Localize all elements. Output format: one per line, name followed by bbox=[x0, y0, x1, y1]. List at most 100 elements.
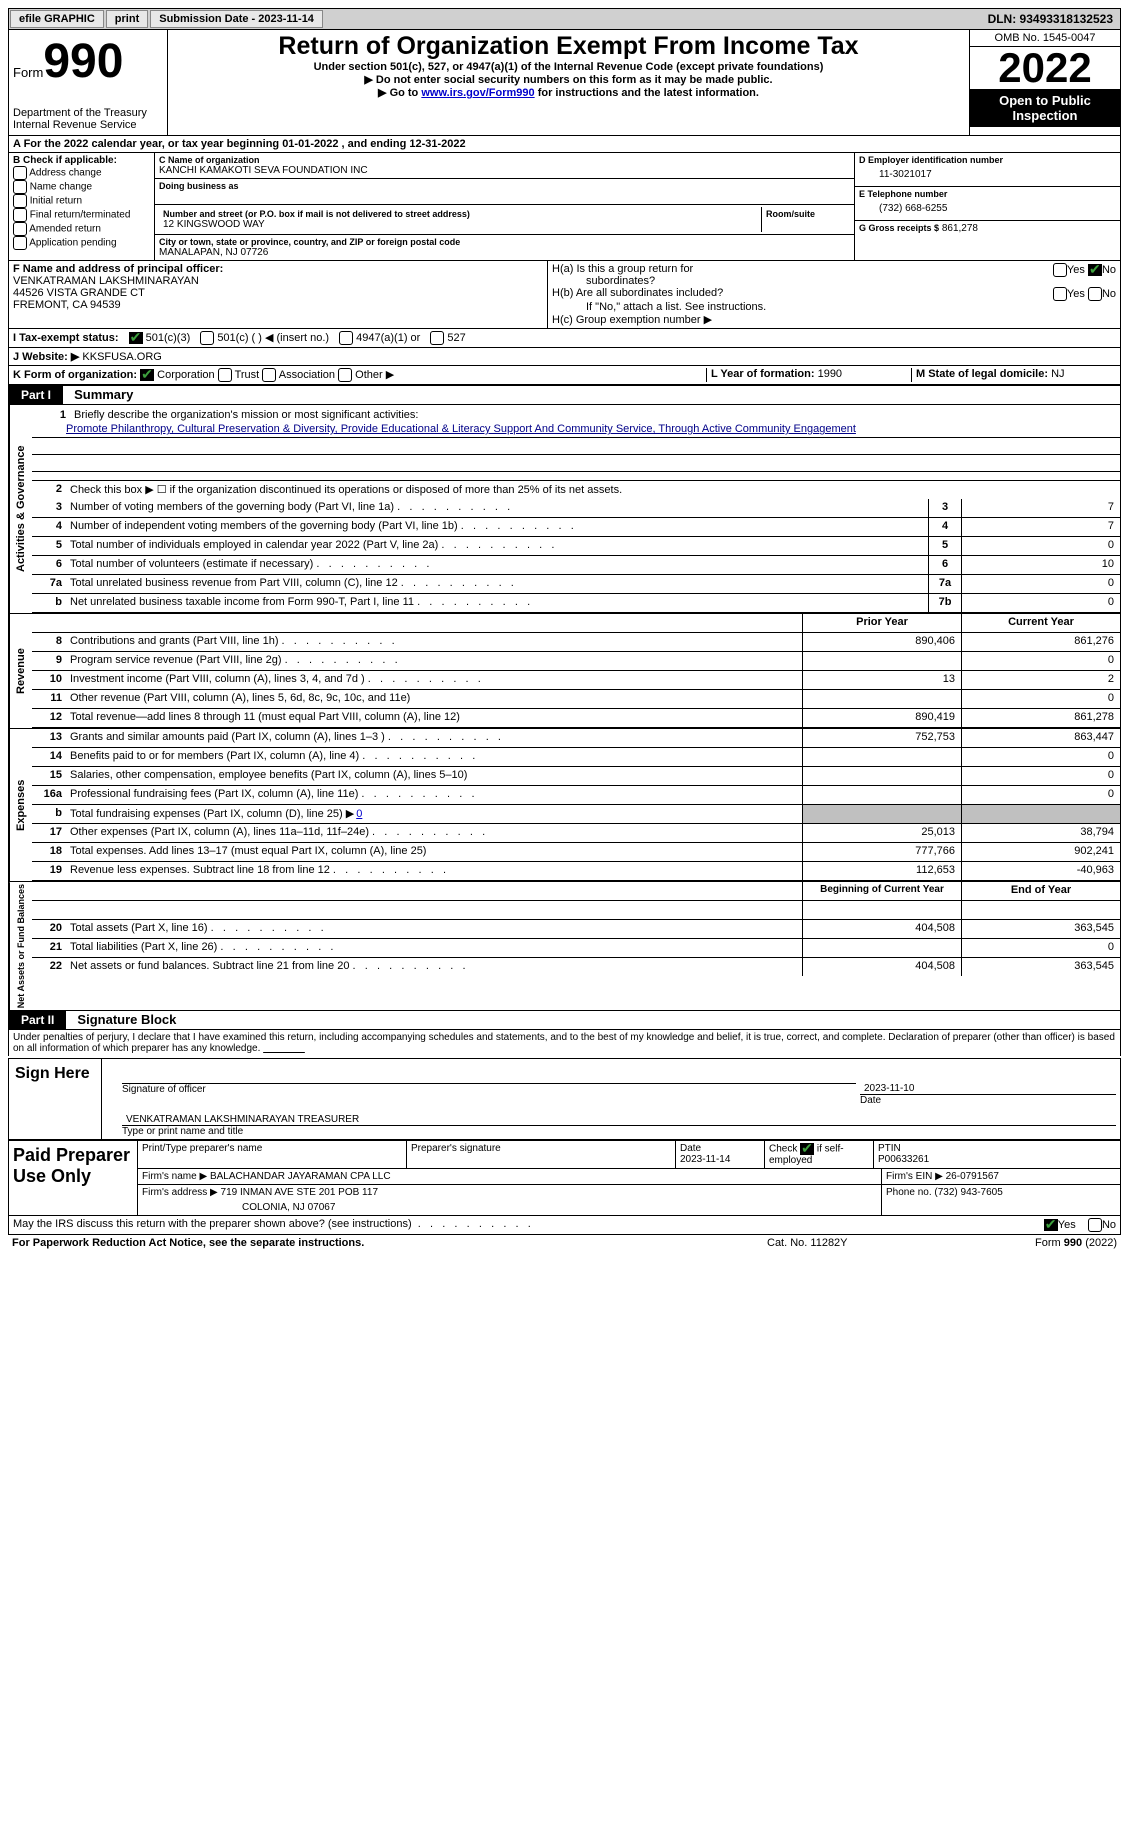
firm-ein-label: Firm's EIN ▶ bbox=[886, 1171, 943, 1182]
irs-yes-checkbox[interactable] bbox=[1044, 1219, 1058, 1231]
j-label: J Website: ▶ bbox=[13, 351, 79, 363]
checkbox-initial-return[interactable] bbox=[13, 194, 27, 208]
form-subtitle: Under section 501(c), 527, or 4947(a)(1)… bbox=[176, 61, 961, 73]
paid-preparer-section: Paid Preparer Use Only Print/Type prepar… bbox=[8, 1140, 1121, 1216]
efile-button[interactable]: efile GRAPHIC bbox=[10, 10, 104, 28]
prep-date: 2023-11-14 bbox=[680, 1154, 760, 1165]
checkbox-amended[interactable] bbox=[13, 222, 27, 236]
sig-date-label: Date bbox=[860, 1095, 1120, 1106]
p18: 777,766 bbox=[802, 843, 961, 861]
ha-yes-checkbox[interactable] bbox=[1053, 263, 1067, 277]
checkbox-name-change[interactable] bbox=[13, 180, 27, 194]
line17: Other expenses (Part IX, column (A), lin… bbox=[66, 824, 802, 842]
line7a: Total unrelated business revenue from Pa… bbox=[66, 575, 928, 593]
c22: 363,545 bbox=[961, 958, 1120, 976]
prep-h1: Print/Type preparer's name bbox=[138, 1141, 407, 1168]
f-label: F Name and address of principal officer: bbox=[13, 263, 543, 275]
street-label: Number and street (or P.O. box if mail i… bbox=[163, 209, 757, 219]
other-checkbox[interactable] bbox=[338, 368, 352, 382]
assoc-checkbox[interactable] bbox=[262, 368, 276, 382]
firm-phone: (732) 943-7605 bbox=[934, 1187, 1002, 1198]
side-rev: Revenue bbox=[9, 614, 32, 728]
hb-yes-checkbox[interactable] bbox=[1053, 287, 1067, 301]
line6: Total number of volunteers (estimate if … bbox=[66, 556, 928, 574]
other: Other ▶ bbox=[355, 369, 394, 381]
c18: 902,241 bbox=[961, 843, 1120, 861]
checkbox-pending[interactable] bbox=[13, 236, 27, 250]
p13: 752,753 bbox=[802, 729, 961, 747]
val7b: 0 bbox=[961, 594, 1120, 612]
i-label: I Tax-exempt status: bbox=[13, 332, 119, 344]
form-number: 990 bbox=[43, 35, 123, 88]
checkbox-address-change[interactable] bbox=[13, 166, 27, 180]
section-bcd: B Check if applicable: Address change Na… bbox=[8, 153, 1121, 261]
hb-no: No bbox=[1102, 288, 1116, 300]
ha-sub: subordinates? bbox=[552, 275, 655, 287]
p14 bbox=[802, 748, 961, 766]
firm-ein: 26-0791567 bbox=[946, 1171, 999, 1182]
current-year-header: Current Year bbox=[961, 614, 1120, 632]
c8: 861,276 bbox=[961, 633, 1120, 651]
corp-checkbox[interactable] bbox=[140, 369, 154, 381]
opt-final-return: Final return/terminated bbox=[30, 210, 131, 221]
ha-yes: Yes bbox=[1067, 264, 1085, 276]
checkbox-final-return[interactable] bbox=[13, 208, 27, 222]
tax-exempt-row: I Tax-exempt status: 501(c)(3) 501(c) ( … bbox=[8, 329, 1121, 348]
527-checkbox[interactable] bbox=[430, 331, 444, 345]
footer-left: For Paperwork Reduction Act Notice, see … bbox=[12, 1237, 767, 1249]
501c: 501(c) ( ) ◀ (insert no.) bbox=[217, 332, 329, 344]
ssn-note: ▶ Do not enter social security numbers o… bbox=[176, 73, 961, 86]
irs-link[interactable]: www.irs.gov/Form990 bbox=[421, 87, 534, 99]
firm-name-label: Firm's name ▶ bbox=[142, 1171, 207, 1182]
print-button[interactable]: print bbox=[106, 10, 148, 28]
phone-label: E Telephone number bbox=[859, 189, 1116, 199]
net-assets-section: Net Assets or Fund Balances Beginning of… bbox=[8, 881, 1121, 1011]
p16b-shaded bbox=[802, 805, 961, 823]
penalties-content: Under penalties of perjury, I declare th… bbox=[13, 1032, 1115, 1054]
line5: Total number of individuals employed in … bbox=[66, 537, 928, 555]
trust-checkbox[interactable] bbox=[218, 368, 232, 382]
line14: Benefits paid to or for members (Part IX… bbox=[66, 748, 802, 766]
opt-amended: Amended return bbox=[29, 224, 101, 235]
dba-label: Doing business as bbox=[159, 181, 850, 191]
line12: Total revenue—add lines 8 through 11 (mu… bbox=[66, 709, 802, 727]
4947-checkbox[interactable] bbox=[339, 331, 353, 345]
prep-h3: Date bbox=[680, 1143, 760, 1154]
firm-addr: 719 INMAN AVE STE 201 POB 117 bbox=[221, 1187, 379, 1198]
end-year-header: End of Year bbox=[961, 882, 1120, 900]
side-gov: Activities & Governance bbox=[9, 405, 32, 613]
p10: 13 bbox=[802, 671, 961, 689]
c16a: 0 bbox=[961, 786, 1120, 804]
form-header: Form990 Department of the Treasury Inter… bbox=[8, 30, 1121, 136]
org-name: KANCHI KAMAKOTI SEVA FOUNDATION INC bbox=[159, 165, 850, 176]
irs-yes: Yes bbox=[1058, 1219, 1076, 1231]
ha-no-checkbox[interactable] bbox=[1088, 264, 1102, 276]
c12: 861,278 bbox=[961, 709, 1120, 727]
501c3-checkbox[interactable] bbox=[129, 332, 143, 344]
c9: 0 bbox=[961, 652, 1120, 670]
officer-addr1: 44526 VISTA GRANDE CT bbox=[13, 287, 543, 299]
room-label: Room/suite bbox=[766, 209, 846, 219]
p19: 112,653 bbox=[802, 862, 961, 880]
part1-title: Summary bbox=[66, 387, 133, 402]
form-word: Form bbox=[13, 65, 43, 80]
hb-no-checkbox[interactable] bbox=[1088, 287, 1102, 301]
website-value: KKSFUSA.ORG bbox=[82, 351, 161, 363]
l-val: 1990 bbox=[818, 368, 842, 380]
irs-no-checkbox[interactable] bbox=[1088, 1218, 1102, 1232]
line16b-val: 0 bbox=[354, 808, 362, 820]
check-if-applicable: B Check if applicable: bbox=[13, 155, 150, 166]
hb-yes: Yes bbox=[1067, 288, 1085, 300]
self-emp-checkbox[interactable] bbox=[800, 1143, 814, 1155]
hb-label: H(b) Are all subordinates included? bbox=[552, 287, 1006, 301]
irs-no: No bbox=[1102, 1219, 1116, 1231]
line13: Grants and similar amounts paid (Part IX… bbox=[66, 729, 802, 747]
c16b-shaded bbox=[961, 805, 1120, 823]
line7b: Net unrelated business taxable income fr… bbox=[66, 594, 928, 612]
street: 12 KINGSWOOD WAY bbox=[163, 219, 757, 230]
line4: Number of independent voting members of … bbox=[66, 518, 928, 536]
val7a: 0 bbox=[961, 575, 1120, 593]
goto-post: for instructions and the latest informat… bbox=[535, 87, 759, 99]
501c-checkbox[interactable] bbox=[200, 331, 214, 345]
line16a: Professional fundraising fees (Part IX, … bbox=[66, 786, 802, 804]
